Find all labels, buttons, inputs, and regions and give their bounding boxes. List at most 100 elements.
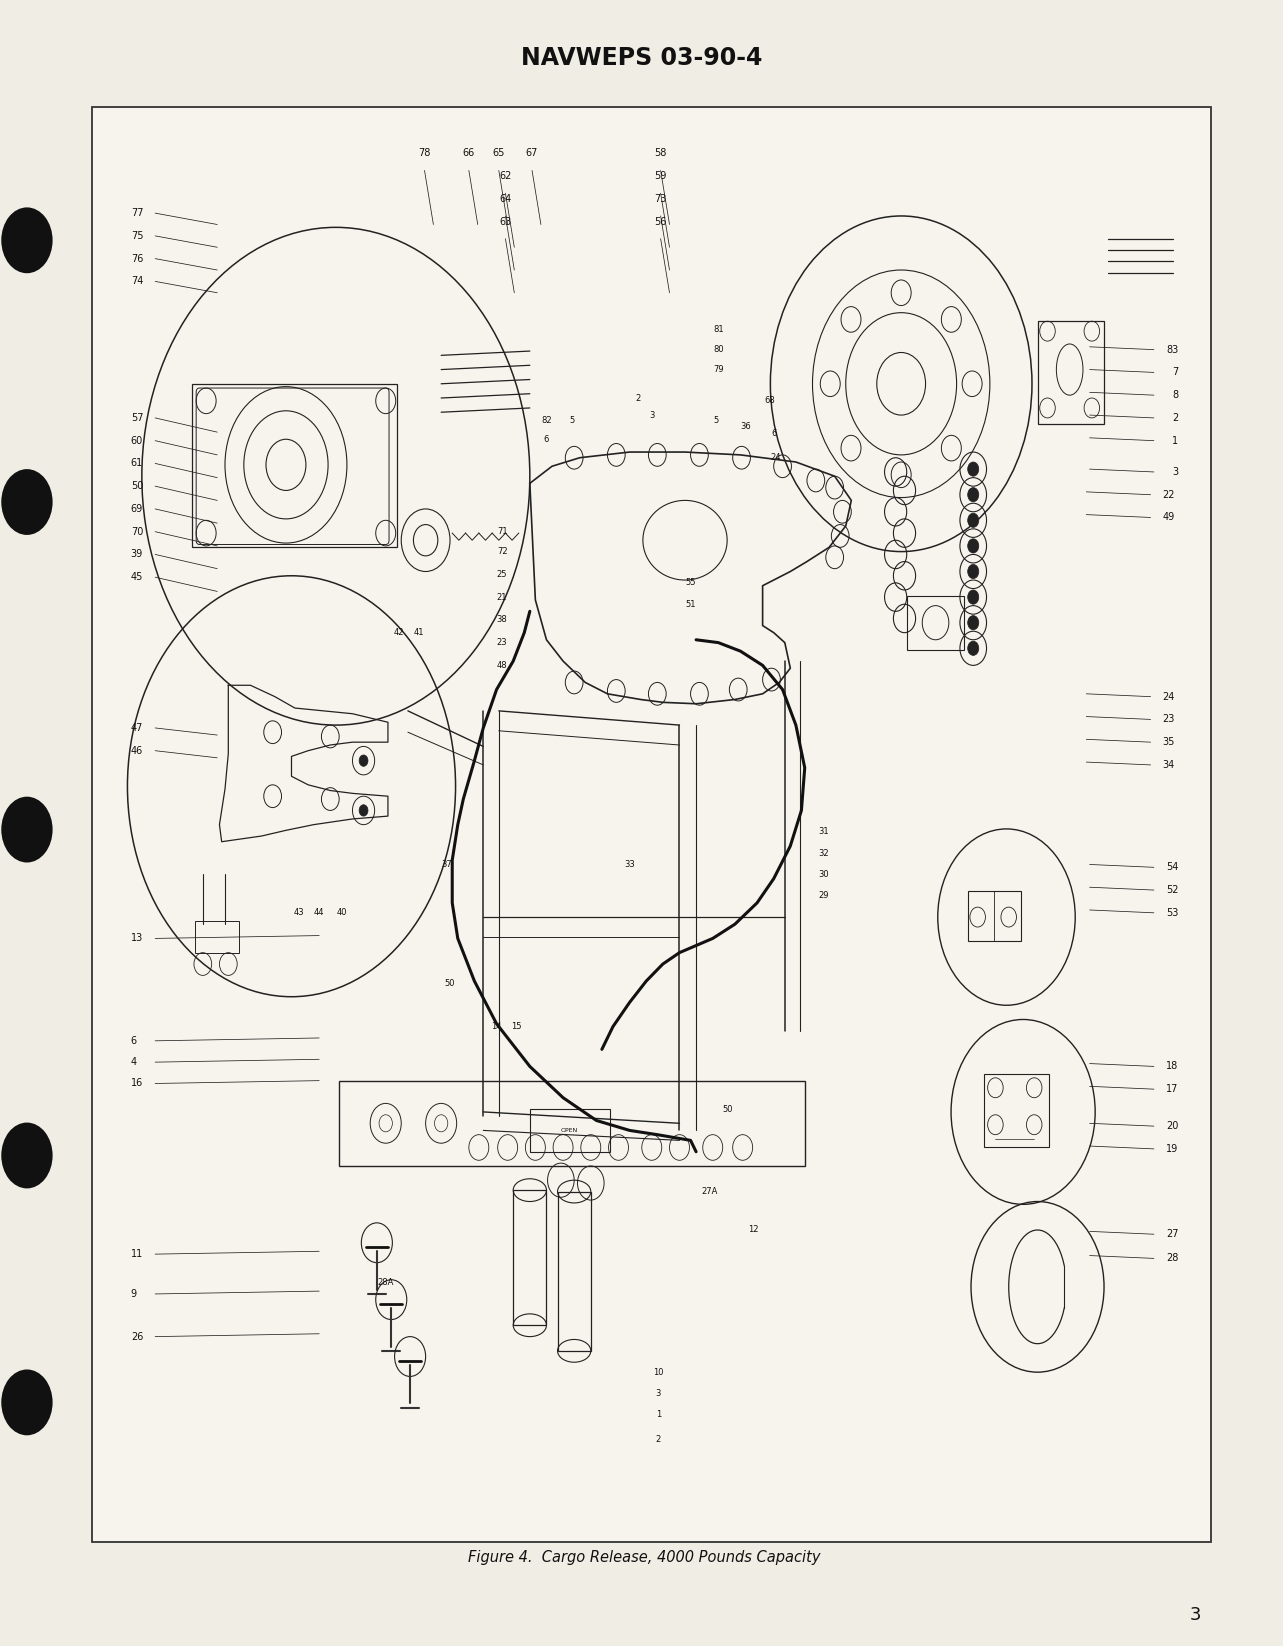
Text: 54: 54 <box>1166 863 1178 872</box>
Text: 48: 48 <box>497 660 508 670</box>
Text: 28A: 28A <box>377 1277 394 1287</box>
Text: 71: 71 <box>497 527 508 537</box>
Text: 24: 24 <box>771 453 781 463</box>
Text: 1: 1 <box>656 1411 661 1419</box>
Circle shape <box>967 487 979 502</box>
Text: 82: 82 <box>541 416 552 425</box>
Text: 55: 55 <box>685 578 695 588</box>
Circle shape <box>1 1123 53 1188</box>
Text: 61: 61 <box>131 459 142 469</box>
Text: 6: 6 <box>131 1035 137 1045</box>
Text: 26: 26 <box>131 1332 144 1341</box>
Bar <box>92 107 1211 1542</box>
Text: 20: 20 <box>1166 1121 1178 1131</box>
Bar <box>907 596 965 650</box>
Bar <box>558 1192 590 1351</box>
Text: 73: 73 <box>654 194 667 204</box>
Text: 4: 4 <box>131 1057 137 1067</box>
Text: 63: 63 <box>499 217 512 227</box>
Bar <box>513 1190 547 1325</box>
Text: 23: 23 <box>497 639 508 647</box>
Text: Figure 4.  Cargo Release, 4000 Pounds Capacity: Figure 4. Cargo Release, 4000 Pounds Cap… <box>468 1551 821 1565</box>
Text: 50: 50 <box>445 979 455 989</box>
Text: 16: 16 <box>131 1078 142 1088</box>
Text: 13: 13 <box>131 933 142 943</box>
Text: 5: 5 <box>713 416 718 425</box>
Bar <box>339 1081 804 1165</box>
Circle shape <box>967 616 979 630</box>
Text: 19: 19 <box>1166 1144 1178 1154</box>
Text: 83: 83 <box>1166 344 1178 354</box>
Text: 30: 30 <box>819 871 829 879</box>
Circle shape <box>359 805 368 816</box>
Text: 32: 32 <box>819 849 829 858</box>
Text: 58: 58 <box>654 148 667 158</box>
Text: 81: 81 <box>713 326 724 334</box>
Text: 24: 24 <box>1162 691 1175 701</box>
Bar <box>191 384 396 548</box>
Text: 41: 41 <box>413 629 425 637</box>
Text: 3: 3 <box>656 1389 661 1397</box>
Text: 45: 45 <box>131 573 144 583</box>
Text: 62: 62 <box>499 171 512 181</box>
Text: 14: 14 <box>491 1022 502 1030</box>
Text: 9: 9 <box>131 1289 137 1299</box>
Text: 39: 39 <box>131 550 142 560</box>
Text: 3: 3 <box>1191 1606 1201 1623</box>
Text: 23: 23 <box>1162 714 1175 724</box>
Bar <box>530 1109 609 1152</box>
Text: 21: 21 <box>497 593 507 601</box>
Text: 15: 15 <box>512 1022 522 1030</box>
Text: 65: 65 <box>493 148 506 158</box>
Text: 49: 49 <box>1162 512 1175 522</box>
Circle shape <box>967 514 979 527</box>
Text: 50: 50 <box>722 1104 733 1114</box>
Circle shape <box>1 469 53 535</box>
Bar <box>984 1073 1048 1147</box>
Text: 2: 2 <box>636 393 642 403</box>
Text: 43: 43 <box>294 909 304 917</box>
Text: 28: 28 <box>1166 1253 1178 1264</box>
Text: 7: 7 <box>1173 367 1178 377</box>
Text: 2: 2 <box>1173 413 1178 423</box>
Text: 64: 64 <box>499 194 512 204</box>
Text: NAVWEPS 03-90-4: NAVWEPS 03-90-4 <box>521 46 762 71</box>
Text: 72: 72 <box>497 546 508 556</box>
Text: 12: 12 <box>748 1226 760 1234</box>
Text: 38: 38 <box>497 616 508 624</box>
Text: 46: 46 <box>131 746 142 756</box>
Text: 47: 47 <box>131 723 144 732</box>
Text: 74: 74 <box>131 277 144 286</box>
Text: 25: 25 <box>497 570 507 579</box>
Bar <box>1038 321 1105 423</box>
Text: 42: 42 <box>394 629 404 637</box>
Text: 33: 33 <box>625 859 635 869</box>
Text: 37: 37 <box>441 859 452 869</box>
Text: 29: 29 <box>819 890 829 900</box>
Circle shape <box>359 756 368 767</box>
Text: 68: 68 <box>763 397 775 405</box>
Text: 57: 57 <box>131 413 144 423</box>
Text: 27A: 27A <box>702 1187 717 1197</box>
Text: 56: 56 <box>654 217 667 227</box>
Text: 10: 10 <box>653 1368 663 1376</box>
Text: 3: 3 <box>649 410 654 420</box>
Text: 8: 8 <box>1173 390 1178 400</box>
Text: 18: 18 <box>1166 1062 1178 1072</box>
Text: OPEN: OPEN <box>561 1128 579 1132</box>
Text: 44: 44 <box>314 909 325 917</box>
Text: 3: 3 <box>1173 467 1178 477</box>
Circle shape <box>1 207 53 273</box>
Text: 6: 6 <box>544 435 549 444</box>
Text: 77: 77 <box>131 207 144 219</box>
Text: 70: 70 <box>131 527 144 537</box>
Text: 1: 1 <box>1173 436 1178 446</box>
Text: 60: 60 <box>131 436 142 446</box>
Text: 50: 50 <box>131 481 144 491</box>
Text: 6: 6 <box>771 430 776 438</box>
Text: 80: 80 <box>713 346 724 354</box>
Text: 69: 69 <box>131 504 142 514</box>
Text: 52: 52 <box>1166 886 1178 895</box>
Text: 75: 75 <box>131 230 144 240</box>
Text: 79: 79 <box>713 365 724 374</box>
